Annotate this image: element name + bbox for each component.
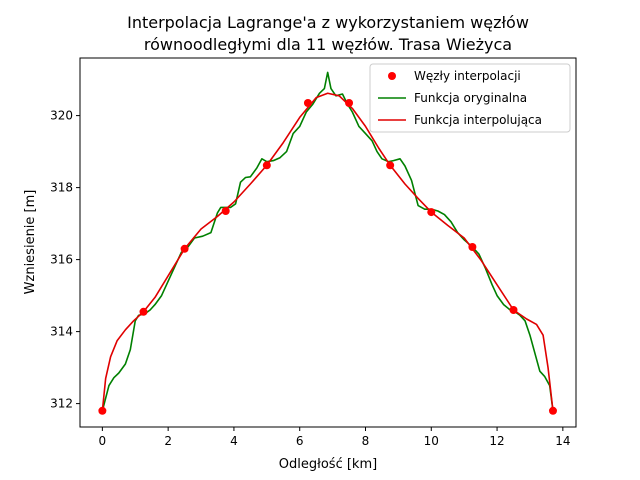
x-tick-label: 2 <box>164 434 172 448</box>
x-tick-label: 4 <box>230 434 238 448</box>
interpolation-node-point <box>98 406 107 415</box>
legend-label: Funkcja interpolująca <box>414 113 542 127</box>
y-tick-label: 316 <box>50 253 73 267</box>
x-tick-label: 0 <box>99 434 107 448</box>
plot-area <box>98 71 557 415</box>
interpolation-node-point <box>386 161 395 170</box>
series-line-interpolated <box>101 92 554 411</box>
interpolation-node-point <box>303 99 312 107</box>
y-tick-label: 320 <box>50 109 73 123</box>
chart-title-line2: równoodległymi dla 11 węzłów. Trasa Wież… <box>144 35 512 54</box>
x-axis-label: Odległość [km] <box>279 457 377 472</box>
y-tick-label: 312 <box>50 397 73 411</box>
interpolation-node-point <box>548 406 557 415</box>
interpolation-node-point <box>509 306 518 314</box>
interpolation-node-point <box>221 207 230 215</box>
legend-marker-nodes <box>388 72 396 80</box>
y-tick-label: 318 <box>50 181 73 195</box>
x-axis: 0 2 4 6 8 10 12 14 <box>99 427 570 448</box>
legend-label: Funkcja oryginalna <box>414 91 527 105</box>
x-tick-label: 14 <box>555 434 570 448</box>
interpolation-node-point <box>139 307 148 316</box>
legend: Węzły interpolacji Funkcja oryginalna Funk… <box>369 63 571 133</box>
interpolation-node-point <box>427 208 436 217</box>
chart-title-line1: Interpolacja Lagrange'a z wykorzystaniem… <box>127 13 529 32</box>
interpolation-node-point <box>345 99 354 107</box>
x-tick-label: 6 <box>296 434 304 448</box>
plot-frame <box>79 57 577 428</box>
interpolation-node-point <box>262 161 271 170</box>
x-tick-label: 10 <box>424 434 439 448</box>
interpolation-node-point <box>180 244 189 253</box>
x-tick-label: 12 <box>489 434 504 448</box>
y-axis-label: Wzniesienie [m] <box>23 190 38 295</box>
x-tick-label: 8 <box>362 434 370 448</box>
y-tick-label: 314 <box>50 325 73 339</box>
legend-box <box>369 63 571 133</box>
y-axis: 312 314 316 318 320 <box>50 109 80 411</box>
interpolation-node-point <box>468 243 477 251</box>
legend-label: Węzły interpolacji <box>414 69 521 83</box>
